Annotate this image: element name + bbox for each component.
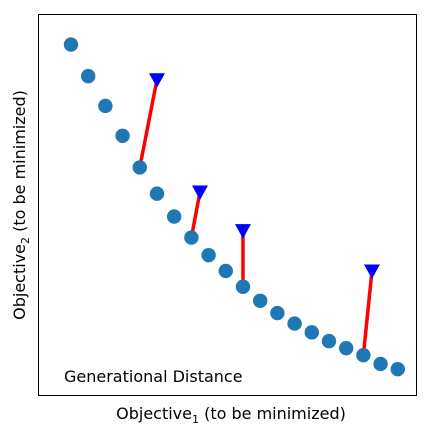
solution-marker-2 (191, 185, 208, 200)
solution-marker-3 (234, 224, 251, 239)
x-axis-label-suffix: (to be minimized) (199, 404, 346, 423)
solution-markers (148, 73, 380, 279)
distance-line-2 (189, 190, 202, 240)
front-points (63, 37, 405, 377)
distance-line-1 (138, 77, 159, 170)
plot-area (63, 37, 405, 377)
distance-lines (138, 77, 374, 357)
front-point-16 (321, 333, 337, 349)
front-point-2 (80, 68, 96, 84)
front-point-9 (201, 247, 216, 263)
front-point-20 (390, 362, 405, 377)
front-point-7 (166, 209, 182, 224)
front-point-12 (252, 293, 268, 308)
x-axis-label: Objective1 (to be minimized) (116, 404, 346, 426)
front-point-18 (356, 347, 371, 363)
y-axis-label: Objective2 (to be minimized) (10, 90, 32, 320)
front-point-19 (373, 356, 388, 372)
front-point-11 (235, 279, 251, 294)
front-point-17 (338, 340, 354, 356)
distance-line-4 (361, 269, 374, 357)
y-axis-label-suffix: (to be minimized) (10, 90, 29, 237)
front-point-3 (98, 98, 113, 114)
front-point-1 (63, 37, 79, 52)
front-point-5 (132, 160, 147, 175)
front-point-4 (115, 128, 130, 143)
front-point-14 (287, 316, 302, 331)
solution-marker-1 (148, 73, 165, 88)
y-axis-label-subscript: 2 (19, 237, 32, 244)
front-point-8 (184, 230, 199, 245)
solution-marker-4 (363, 264, 380, 279)
front-point-10 (218, 263, 233, 279)
annotation-label: Generational Distance (64, 367, 243, 386)
front-point-13 (270, 305, 285, 321)
annotation-text: Generational Distance (64, 367, 243, 386)
front-point-6 (149, 186, 165, 201)
y-axis-label-main: Objective (10, 244, 29, 320)
front-point-15 (304, 325, 319, 340)
x-axis-label-subscript: 1 (192, 413, 199, 426)
axes-frame (38, 14, 417, 396)
x-axis-label-main: Objective (116, 404, 192, 423)
